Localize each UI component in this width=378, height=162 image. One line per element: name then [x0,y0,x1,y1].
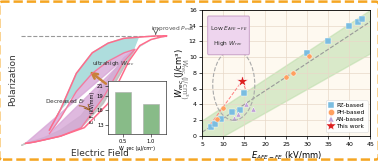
PZ-based [346,24,352,27]
PH-based [290,72,296,74]
PZ-based [229,111,235,114]
PZ-based [241,91,247,94]
PZ-based [304,52,310,54]
X-axis label: $E_{AFE-FE}$ (kV/mm): $E_{AFE-FE}$ (kV/mm) [251,149,322,162]
Text: Low $E_{AFE-FE}$: Low $E_{AFE-FE}$ [210,24,247,33]
Text: improved $P_{max}$: improved $P_{max}$ [151,24,195,33]
Text: Electric Field: Electric Field [71,149,129,158]
AN-based [249,108,256,110]
Text: High $W_{rec}$: High $W_{rec}$ [214,39,243,48]
PZ-based [359,18,365,21]
Polygon shape [26,49,135,143]
Polygon shape [50,36,167,130]
This work [239,80,245,82]
PZ-based [218,118,224,121]
Text: $W_{rec}$ (J/cm³): $W_{rec}$ (J/cm³) [179,58,190,100]
FancyBboxPatch shape [208,16,249,55]
AN-based [243,102,249,105]
PH-based [214,118,220,121]
Y-axis label: $W_{rec}$ (J/cm³): $W_{rec}$ (J/cm³) [173,48,186,98]
PZ-based [325,40,332,43]
AN-based [235,113,241,115]
AN-based [231,117,237,119]
PZ-based [237,109,243,111]
Polygon shape [21,49,135,146]
PZ-based [212,123,218,126]
PH-based [307,54,313,57]
PZ-based [355,20,361,23]
Text: Polarization: Polarization [8,53,17,106]
X-axis label: W_rec (μJ/cm²): W_rec (μJ/cm²) [119,145,155,151]
PZ-based [208,125,214,128]
PH-based [284,75,290,78]
PH-based [220,106,226,109]
Legend: PZ-based, PH-based, AN-based, This work: PZ-based, PH-based, AN-based, This work [326,100,367,132]
Text: Decreased $E_F$: Decreased $E_F$ [45,97,86,106]
Text: ultrahigh $W_{rec}$: ultrahigh $W_{rec}$ [91,59,134,68]
Polygon shape [135,36,167,49]
Bar [143,104,159,162]
Y-axis label: E_F (kV/mm): E_F (kV/mm) [90,92,95,123]
Bar [115,92,131,162]
